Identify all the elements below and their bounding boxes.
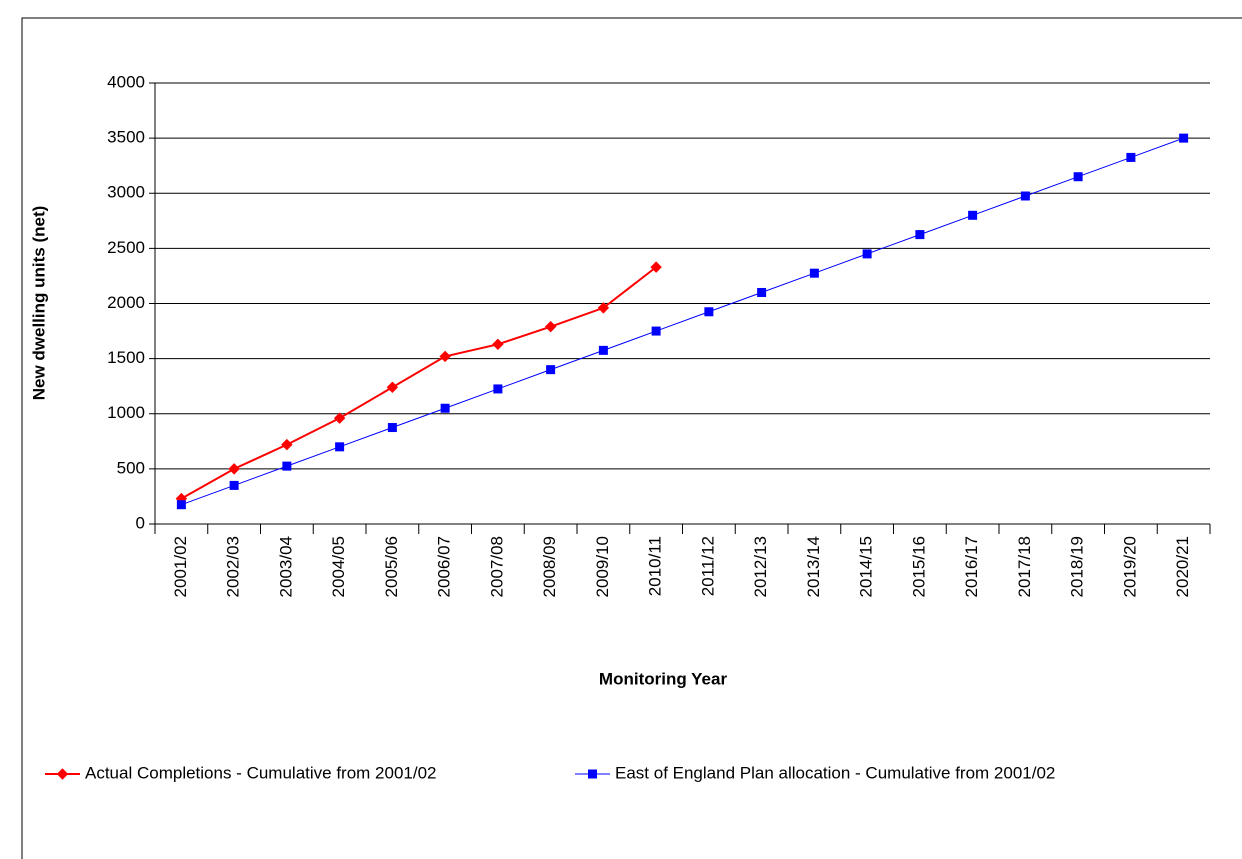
x-tick-label: 2002/03: [224, 536, 243, 597]
data-point: [335, 442, 345, 452]
data-point: [493, 384, 503, 394]
y-tick-label: 1000: [107, 403, 145, 422]
x-tick-label: 2017/18: [1015, 536, 1034, 597]
data-point: [704, 307, 714, 317]
x-tick-label: 2016/17: [962, 536, 981, 597]
series-line: [181, 137, 1184, 506]
x-tick-label: 2012/13: [751, 536, 770, 597]
data-point: [228, 463, 240, 475]
x-tick-label: 2005/06: [382, 536, 401, 597]
data-point: [387, 423, 397, 433]
legend-label: Actual Completions - Cumulative from 200…: [85, 763, 437, 782]
y-tick-label: 500: [117, 458, 145, 477]
x-tick-label: 2010/11: [646, 536, 665, 596]
data-point: [229, 480, 239, 490]
data-point: [1020, 191, 1030, 201]
data-point: [333, 412, 346, 424]
data-point: [176, 500, 186, 510]
x-tick-label: 2009/10: [593, 536, 612, 597]
x-tick-label: 2019/20: [1120, 536, 1139, 597]
chart-frame: [21, 17, 1242, 859]
data-point: [968, 210, 978, 220]
y-tick-label: 1500: [107, 348, 145, 367]
y-tick-label: 3000: [107, 183, 145, 202]
x-axis-title: Monitoring Year: [599, 669, 728, 688]
y-axis-title: New dwelling units (net): [29, 206, 48, 401]
x-tick-label: 2003/04: [276, 536, 295, 597]
x-tick-label: 2013/14: [804, 536, 823, 597]
data-point: [1126, 152, 1136, 162]
x-tick-label: 2015/16: [909, 536, 928, 597]
x-tick-label: 2011/12: [698, 536, 717, 596]
x-tick-label: 2020/21: [1173, 536, 1192, 597]
data-point: [598, 345, 608, 355]
y-tick-label: 3500: [107, 128, 145, 147]
y-tick-label: 0: [136, 513, 145, 532]
legend-label: East of England Plan allocation - Cumula…: [615, 763, 1055, 782]
series-line: [180, 266, 657, 500]
y-tick-label: 2000: [107, 293, 145, 312]
x-tick-label: 2004/05: [329, 536, 348, 597]
x-tick-label: 2007/08: [487, 536, 506, 597]
data-point: [651, 326, 661, 336]
x-tick-label: 2018/19: [1068, 536, 1087, 597]
legend-marker: [588, 769, 597, 779]
data-point: [862, 249, 872, 259]
data-point: [386, 381, 399, 393]
x-tick-label: 2006/07: [435, 536, 454, 597]
data-point: [281, 438, 293, 451]
x-tick-label: 2008/09: [540, 536, 559, 597]
legend-marker: [56, 768, 69, 780]
y-tick-label: 2500: [107, 238, 145, 257]
x-tick-label: 2001/02: [171, 536, 190, 597]
data-point: [915, 230, 925, 240]
data-point: [282, 461, 292, 471]
data-point: [757, 287, 767, 297]
data-point: [546, 365, 556, 375]
data-point: [1179, 133, 1189, 143]
data-point: [440, 403, 450, 413]
data-point: [439, 350, 451, 363]
data-point: [809, 268, 819, 278]
data-point: [1073, 172, 1083, 182]
y-tick-label: 4000: [107, 72, 145, 91]
data-point: [544, 320, 557, 333]
data-point: [492, 338, 504, 351]
data-point: [650, 261, 662, 273]
x-tick-label: 2014/15: [857, 536, 876, 597]
data-point: [597, 302, 610, 314]
